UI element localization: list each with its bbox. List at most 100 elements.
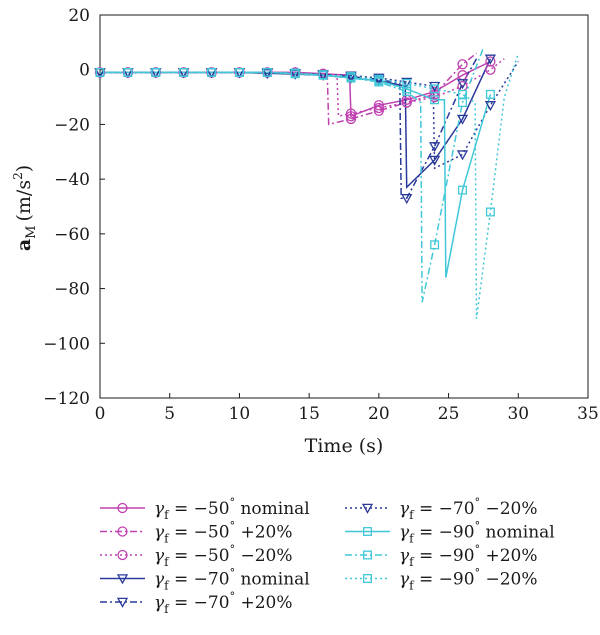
data-point bbox=[429, 81, 441, 92]
legend-label-gamma: γ bbox=[399, 523, 410, 543]
legend-label-sup: ° bbox=[475, 567, 481, 580]
data-point bbox=[430, 84, 440, 94]
legend-label-gamma: γ bbox=[399, 499, 410, 519]
data-point bbox=[485, 207, 495, 217]
data-point bbox=[346, 72, 356, 82]
series-line-3 bbox=[100, 58, 505, 118]
data-point bbox=[95, 67, 105, 77]
data-point bbox=[485, 56, 496, 67]
legend-label-sub: f bbox=[409, 555, 415, 569]
legend-label-text: = −70 bbox=[414, 499, 475, 519]
data-point bbox=[401, 194, 413, 205]
y-tick-label: −20 bbox=[54, 115, 90, 135]
data-point bbox=[458, 89, 467, 99]
data-point bbox=[116, 597, 129, 608]
data-point bbox=[484, 54, 497, 65]
legend-label: γf = −90° +20% bbox=[399, 543, 538, 569]
y-tick-label: −120 bbox=[43, 389, 90, 409]
data-point bbox=[117, 526, 128, 537]
y-tick-label: −80 bbox=[54, 280, 90, 300]
legend-label-gamma: γ bbox=[154, 523, 165, 543]
legend-item: γf = −90° nominal bbox=[345, 520, 555, 546]
x-tick-label: 10 bbox=[229, 404, 251, 424]
legend-label-text: = −50 bbox=[169, 546, 230, 566]
legend-label-text: = −90 bbox=[414, 523, 475, 543]
data-point bbox=[123, 67, 133, 77]
legend-label-gamma: γ bbox=[154, 570, 165, 590]
y-axis-label: aM (m/s2) bbox=[11, 165, 39, 251]
legend-label-sub: f bbox=[409, 508, 415, 522]
series-line-8 bbox=[100, 47, 485, 303]
x-tick-label: 30 bbox=[507, 404, 529, 424]
legend-label-suffix: nominal bbox=[235, 499, 310, 519]
legend-label: γf = −90° nominal bbox=[399, 520, 555, 546]
data-point bbox=[117, 502, 128, 514]
series-lines bbox=[100, 47, 520, 319]
x-tick-label: 35 bbox=[577, 404, 599, 424]
legend-label-gamma: γ bbox=[399, 546, 410, 566]
legend-item: γf = −50° −20% bbox=[100, 543, 293, 569]
legend-label-suffix: +20% bbox=[235, 523, 292, 543]
data-point bbox=[456, 150, 469, 161]
legend-label-suffix: +20% bbox=[235, 593, 292, 613]
data-point bbox=[363, 527, 372, 536]
legend-label-sub: f bbox=[164, 555, 170, 569]
data-point bbox=[456, 79, 469, 90]
legend-label-sup: ° bbox=[230, 496, 236, 509]
data-point bbox=[458, 185, 467, 195]
legend-label-text: = −70 bbox=[169, 570, 230, 590]
data-point bbox=[345, 108, 357, 119]
data-point bbox=[345, 111, 357, 122]
y-label-close: ) bbox=[13, 165, 35, 172]
legend-item: γf = −50° nominal bbox=[100, 496, 310, 522]
legend-label-sub: f bbox=[164, 579, 170, 593]
y-tick-label: −40 bbox=[54, 170, 90, 190]
x-tick-label: 15 bbox=[298, 404, 320, 424]
series-markers bbox=[94, 54, 497, 250]
data-point bbox=[363, 574, 372, 583]
data-point bbox=[456, 114, 469, 125]
data-point bbox=[485, 64, 496, 75]
y-tick-label: −60 bbox=[54, 225, 90, 245]
x-tick-label: 5 bbox=[164, 404, 175, 424]
y-tick-label: 0 bbox=[79, 61, 90, 81]
series-line-9 bbox=[100, 53, 520, 319]
x-tick-label: 20 bbox=[368, 404, 390, 424]
legend-label-suffix: −20% bbox=[480, 499, 537, 519]
data-point bbox=[234, 67, 244, 77]
data-point bbox=[402, 78, 412, 88]
legend-label: γf = −70° nominal bbox=[154, 567, 310, 593]
legend-label-suffix: −20% bbox=[480, 570, 537, 590]
legend-label-sub: f bbox=[164, 532, 170, 546]
data-point bbox=[179, 67, 189, 77]
legend-label-sup: ° bbox=[475, 543, 481, 556]
legend-label-text: = −70 bbox=[169, 593, 230, 613]
x-tick-label: 0 bbox=[95, 404, 106, 424]
data-point bbox=[373, 105, 385, 116]
legend-item: γf = −70° +20% bbox=[100, 590, 293, 616]
legend-label: γf = −70° +20% bbox=[154, 590, 293, 616]
legend-label-text: = −90 bbox=[414, 570, 475, 590]
data-point bbox=[401, 77, 413, 88]
legend-label: γf = −90° −20% bbox=[399, 567, 538, 593]
y-tick-label: 20 bbox=[68, 6, 90, 26]
legend-label-suffix: −20% bbox=[235, 546, 292, 566]
y-label-sup: 2 bbox=[11, 172, 25, 180]
plot-frame bbox=[99, 14, 589, 399]
legend-label-sup: ° bbox=[230, 543, 236, 556]
data-point bbox=[151, 67, 161, 77]
legend-label-gamma: γ bbox=[399, 570, 410, 590]
legend-label-gamma: γ bbox=[154, 499, 165, 519]
series-line-7 bbox=[100, 71, 492, 278]
legend-label-sup: ° bbox=[230, 520, 236, 533]
legend-item: γf = −50° +20% bbox=[100, 520, 293, 546]
data-point bbox=[430, 95, 440, 105]
data-point bbox=[345, 113, 357, 125]
data-point bbox=[116, 574, 129, 585]
data-point bbox=[429, 155, 441, 166]
data-point bbox=[290, 68, 300, 78]
legend-label-text: = −90 bbox=[414, 546, 475, 566]
legend-item: γf = −70° −20% bbox=[345, 496, 538, 522]
legend-label-sup: ° bbox=[230, 567, 236, 580]
